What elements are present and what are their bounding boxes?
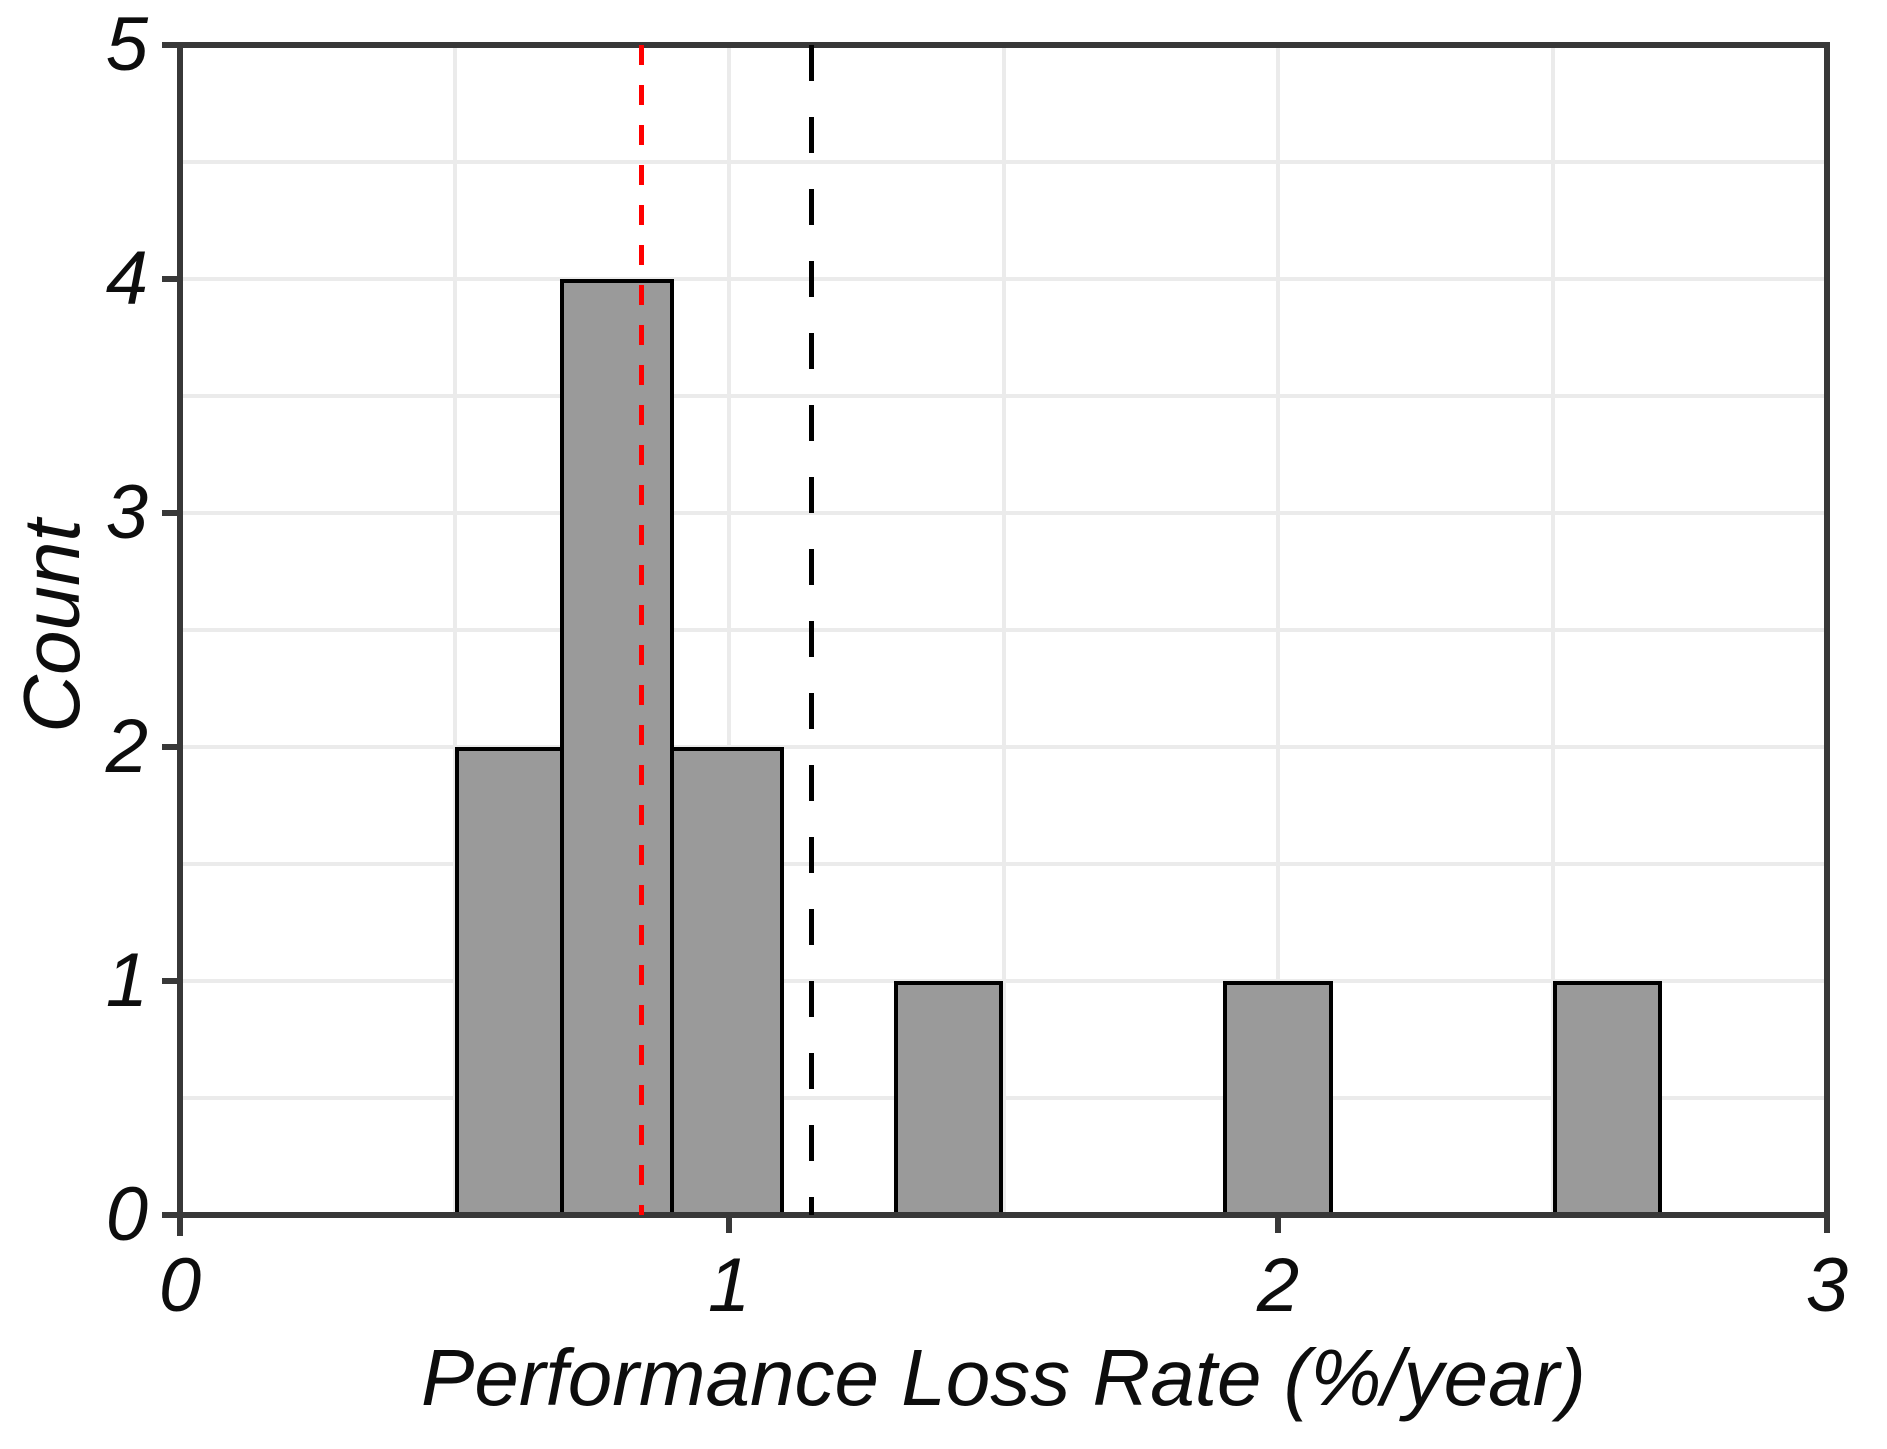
reference-line-black [808,45,814,1215]
x-axis-tick [1275,1215,1281,1233]
y-axis-tick [162,42,180,48]
y-axis-tick [162,978,180,984]
y-axis-title: Count [7,519,96,733]
axis-spine-bottom [162,1212,1830,1218]
y-tick-label: 0 [105,1172,148,1257]
axis-spine-right [1824,42,1830,1218]
x-tick-label: 1 [707,1243,751,1328]
y-tick-label: 1 [105,938,148,1023]
histogram-bar [1223,981,1333,1217]
gridline-horizontal [180,1096,1827,1100]
gridline-horizontal [180,511,1827,515]
x-axis-tick [177,1215,183,1233]
x-tick-label: 3 [1805,1243,1849,1328]
histogram-bar [670,747,784,1217]
y-axis-tick [162,744,180,750]
x-axis-tick [1824,1215,1830,1233]
gridline-horizontal [180,745,1827,749]
x-axis-title: Performance Loss Rate (%/year) [421,1333,1586,1422]
gridline-horizontal [180,979,1827,983]
x-axis-tick [726,1215,732,1233]
histogram-bar [1552,981,1663,1217]
gridline-horizontal [180,628,1827,632]
y-tick-label: 4 [105,236,148,321]
histogram-bar [454,747,565,1217]
reference-line-red [638,45,644,1215]
y-tick-label: 3 [105,470,148,555]
y-axis-tick [162,276,180,282]
axis-spine-left [177,42,183,1236]
x-tick-label: 2 [1256,1243,1300,1328]
y-axis-tick [162,510,180,516]
histogram-bar [893,981,1004,1217]
gridline-horizontal [180,277,1827,281]
gridline-horizontal [180,394,1827,398]
gridline-horizontal [180,862,1827,866]
gridline-horizontal [180,160,1827,164]
x-tick-label: 0 [158,1243,202,1328]
y-tick-label: 5 [105,2,148,87]
y-tick-label: 2 [105,704,148,789]
axis-spine-top [177,42,1830,48]
y-axis-tick [162,1212,180,1218]
histogram-bar [560,279,675,1217]
